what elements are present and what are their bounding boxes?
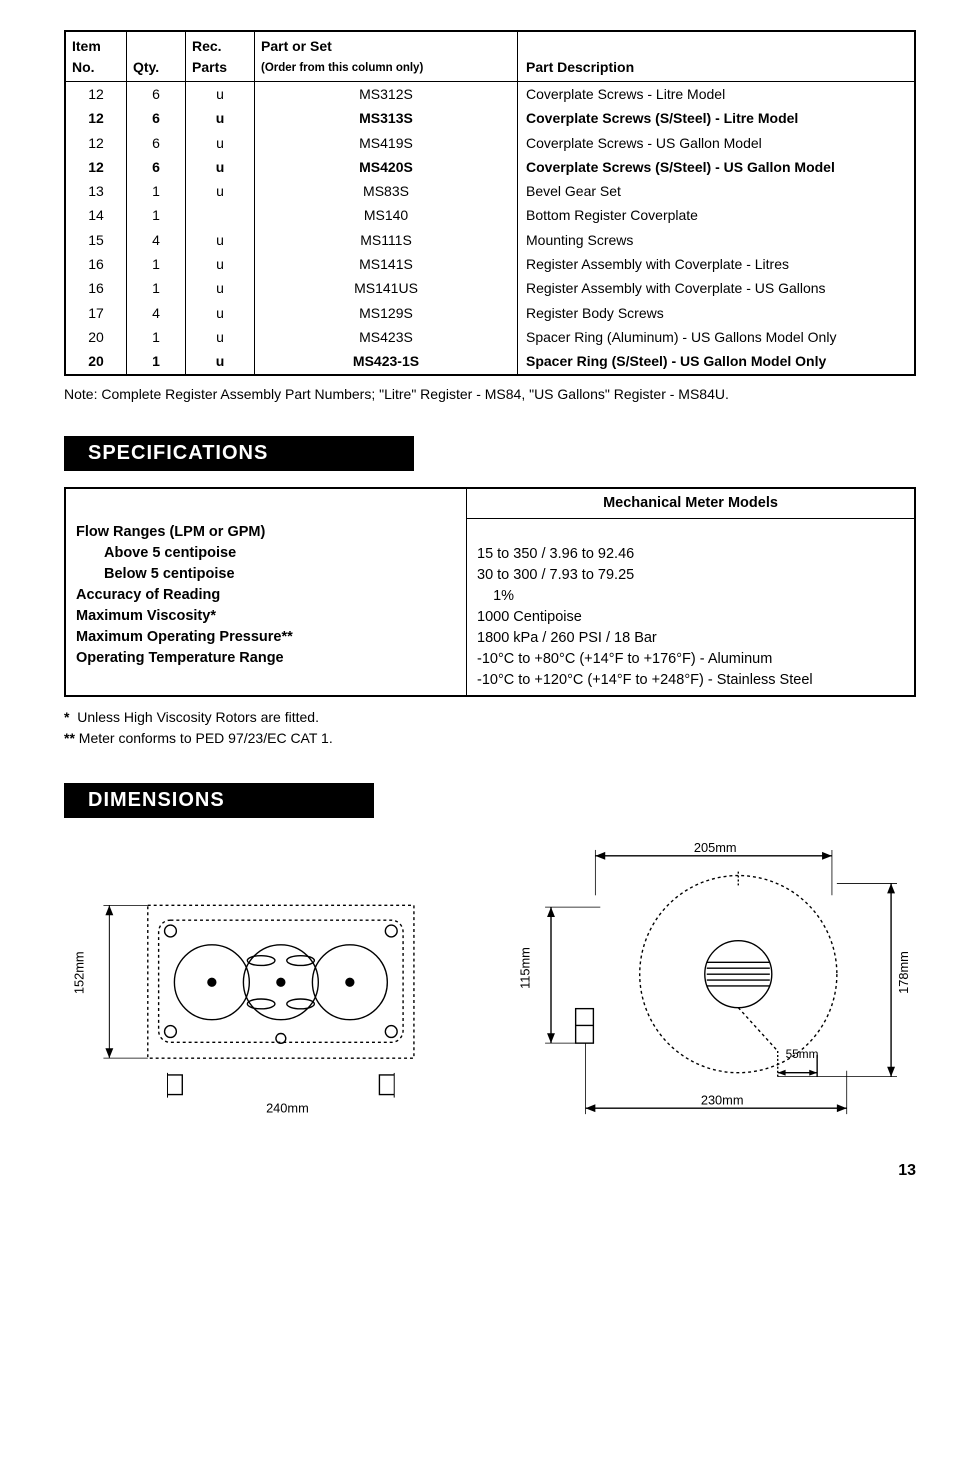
table-row: 161uMS141SRegister Assembly with Coverpl… (65, 252, 915, 276)
specs-values: 15 to 350 / 3.96 to 92.4630 to 300 / 7.9… (467, 518, 916, 696)
specs-labels: Flow Ranges (LPM or GPM)Above 5 centipoi… (65, 518, 467, 696)
dimensions-header: DIMENSIONS (64, 783, 374, 818)
table-row: 161uMS141USRegister Assembly with Coverp… (65, 276, 915, 300)
page-number: 13 (64, 1162, 916, 1180)
specifications-header: SPECIFICATIONS (64, 436, 414, 471)
specs-table: Mechanical Meter Models Flow Ranges (LPM… (64, 487, 916, 697)
dim-240mm: 240mm (266, 1100, 309, 1115)
footnotes: * Unless High Viscosity Rotors are fitte… (64, 707, 916, 749)
parts-table: Item No. Qty. Rec. Parts Part or Set (Or… (64, 30, 916, 376)
specs-header-right: Mechanical Meter Models (467, 488, 916, 519)
dimension-drawing-right: 205mm 115mm 178mm 55mm 230mm (482, 834, 916, 1134)
table-row: 126uMS313SCoverplate Screws (S/Steel) - … (65, 106, 915, 130)
th-item-no: Item No. (65, 31, 127, 81)
specs-blank-header (65, 488, 467, 519)
dim-152mm: 152mm (72, 951, 87, 994)
footnote-dstar: ** (64, 730, 75, 746)
footnote-star: * (64, 709, 69, 725)
table-row: 131uMS83SBevel Gear Set (65, 179, 915, 203)
note-text: Note: Complete Register Assembly Part Nu… (64, 386, 916, 402)
dim-178mm: 178mm (896, 951, 911, 994)
th-part-description: Part Description (518, 31, 916, 81)
table-row: 154uMS111SMounting Screws (65, 228, 915, 252)
th-item: Item No. (72, 38, 101, 74)
table-row: 174uMS129SRegister Body Screws (65, 301, 915, 325)
table-row: 126uMS420SCoverplate Screws (S/Steel) - … (65, 155, 915, 179)
table-row: 201uMS423-1SSpacer Ring (S/Steel) - US G… (65, 349, 915, 374)
table-row: 126uMS419SCoverplate Screws - US Gallon … (65, 131, 915, 155)
th-qty: Qty. (127, 31, 186, 81)
dim-115mm: 115mm (518, 947, 533, 989)
table-row: 126uMS312SCoverplate Screws - Litre Mode… (65, 81, 915, 106)
dimension-drawing-left: 152mm 240mm (64, 864, 458, 1134)
table-row: 201uMS423SSpacer Ring (Aluminum) - US Ga… (65, 325, 915, 349)
th-rec-parts: Rec. Parts (186, 31, 255, 81)
table-row: 141MS140Bottom Register Coverplate (65, 203, 915, 227)
dimensions-drawings: 152mm 240mm (64, 834, 916, 1134)
dim-55mm: 55mm (786, 1047, 819, 1061)
th-part-or-set: Part or Set (Order from this column only… (255, 31, 518, 81)
dim-230mm: 230mm (701, 1092, 744, 1107)
dim-205mm: 205mm (694, 840, 737, 855)
